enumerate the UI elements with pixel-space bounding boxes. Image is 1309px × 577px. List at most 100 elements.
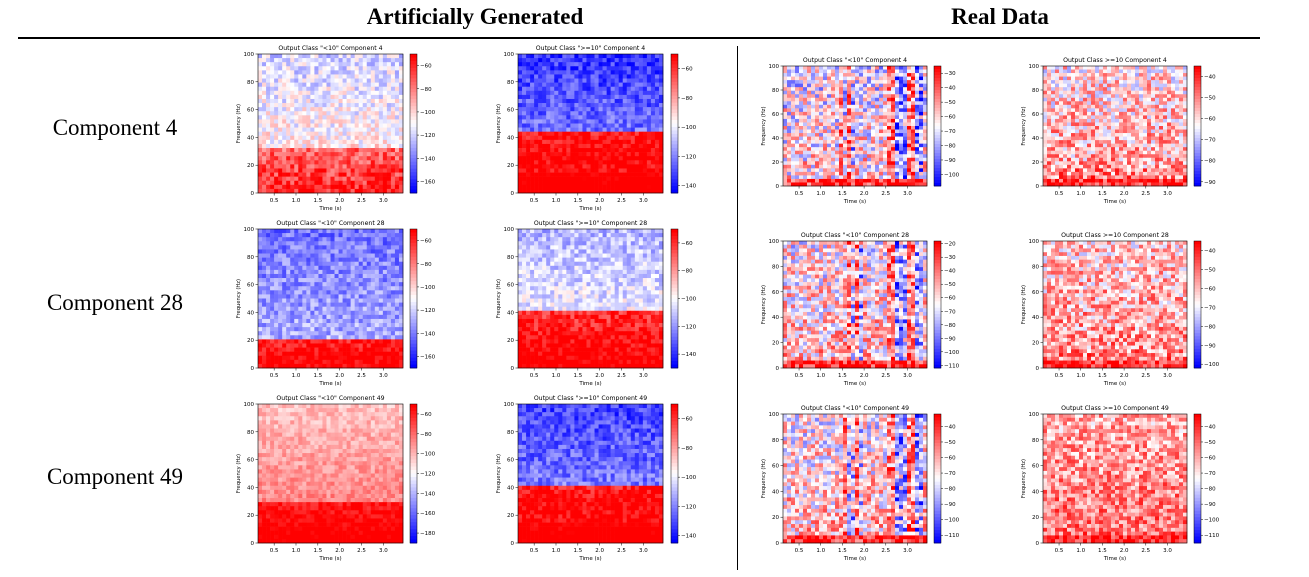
heatmap-cell [831,66,836,70]
heatmap-cell [658,156,664,161]
heatmap-cell [1115,111,1120,116]
heatmap-cell [586,188,591,194]
heatmap-cell [318,78,323,83]
heatmap-cell [835,150,840,155]
heatmap-cell [618,123,624,128]
heatmap-cell [843,171,848,176]
heatmap-cell [398,94,404,100]
heatmap-cell [795,90,800,95]
heatmap-cell [578,58,583,63]
heatmap-cell [294,164,299,169]
heatmap-cell [354,164,359,169]
heatmap-cell [863,94,868,99]
heatmap-cell [1047,122,1052,127]
heatmap-cell [274,184,279,190]
heatmap-cell [614,111,619,116]
heatmap-cell [1047,164,1052,169]
heatmap-cell [863,80,868,84]
heatmap-cell [318,156,323,161]
heatmap-cell [1087,136,1092,141]
heatmap-cell [610,176,615,182]
heatmap-cell [258,160,263,165]
heatmap-cell [1115,115,1120,120]
heatmap-cell [350,156,355,161]
heatmap-cell [298,90,303,96]
heatmap-cell [626,82,632,88]
heatmap-cell [306,86,311,92]
heatmap-cell [1043,80,1048,84]
heatmap-cell [791,115,796,120]
heatmap-cell [1159,111,1164,116]
heatmap-cell [346,86,351,92]
heatmap-cell [590,82,595,88]
heatmap-cell [382,58,388,63]
heatmap-cell [654,70,660,75]
heatmap-cell [1155,143,1160,148]
heatmap-cell [1051,129,1056,134]
heatmap-cell [871,90,876,95]
heatmap-cell [378,78,384,83]
heatmap-cell [282,115,287,120]
heatmap-cell [1119,136,1124,141]
heatmap-cell [258,176,263,182]
heatmap-cell [911,118,916,123]
heatmap-cell [554,119,559,124]
heatmap-cell [378,184,384,190]
heatmap-cell [606,115,611,120]
heatmap-cell [554,164,559,169]
heatmap-cell [1051,168,1056,173]
heatmap-cell [919,87,924,92]
heatmap-cell [594,74,599,79]
heatmap-cell [903,66,908,70]
heatmap-cell [1131,122,1136,127]
heatmap-cell [1171,126,1176,130]
heatmap-cell [1151,101,1156,106]
heatmap-cell [522,127,527,132]
heatmap-cell [378,176,384,182]
heatmap-cell [911,73,916,77]
x-tick-label: 2.0 [860,191,869,197]
heatmap-cell [602,115,607,120]
heatmap-cell [390,160,396,165]
heatmap-cell [859,161,864,166]
heatmap-cell [598,164,603,169]
heatmap-cell [274,148,279,153]
heatmap-cell [630,82,636,88]
x-axis-label: Time (s) [578,206,601,212]
heatmap-cell [538,119,543,124]
heatmap-cell [807,76,812,81]
heatmap-cell [839,80,844,84]
heatmap-cell [1135,97,1140,102]
heatmap-cell [803,182,808,187]
heatmap-cell [1151,150,1156,155]
heatmap-cell [903,101,908,106]
heatmap-cell [1111,76,1116,81]
heatmap-cell [398,127,404,132]
colorbar-segment [410,123,417,128]
heatmap-cell [1131,66,1136,70]
heatmap-cell [582,135,587,141]
heatmap-cell [274,82,279,88]
heatmap-cell [799,182,804,187]
heatmap-cell [1075,129,1080,134]
heatmap-cell [270,94,275,100]
heatmap-cell [1095,129,1100,134]
heatmap-cell [398,54,404,59]
heatmap-cell [1139,101,1144,106]
heatmap-cell [270,115,275,120]
heatmap-cell [306,90,311,96]
heatmap-cell [879,154,884,159]
heatmap-cell [282,184,287,190]
heatmap-cell [1159,104,1164,109]
heatmap-cell [606,143,611,149]
heatmap-cell [851,90,856,95]
heatmap-cell [871,76,876,81]
heatmap-cell [586,119,591,124]
heatmap-cell [306,139,311,145]
heatmap-cell [1087,69,1092,74]
colorbar-segment [934,153,941,157]
heatmap-cell [270,58,275,63]
heatmap-cell [278,94,283,100]
heatmap-cell [314,160,319,165]
heatmap-cell [863,108,868,113]
